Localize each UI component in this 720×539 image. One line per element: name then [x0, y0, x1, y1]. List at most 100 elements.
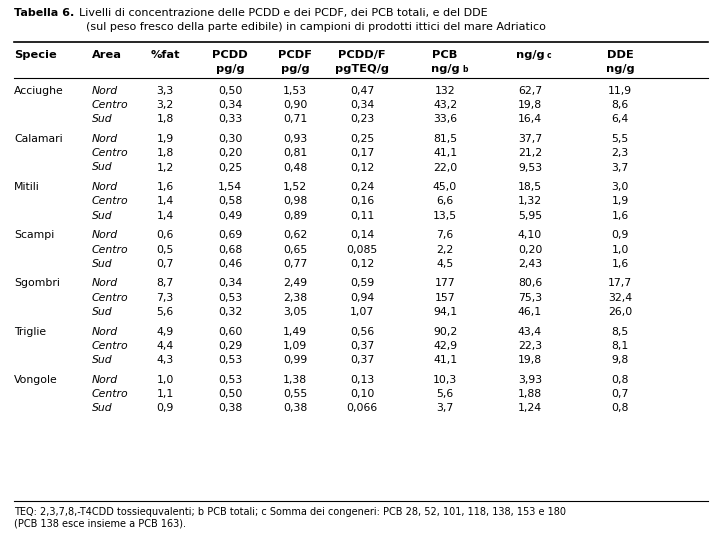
Text: 46,1: 46,1: [518, 307, 542, 317]
Text: Acciughe: Acciughe: [14, 86, 64, 96]
Text: pg/g: pg/g: [281, 64, 310, 74]
Text: 132: 132: [435, 86, 455, 96]
Text: 0,12: 0,12: [350, 162, 374, 172]
Text: 0,34: 0,34: [218, 279, 242, 288]
Text: 0,38: 0,38: [283, 403, 307, 413]
Text: 7,6: 7,6: [436, 230, 454, 240]
Text: Centro: Centro: [92, 196, 129, 206]
Text: PCDD/F: PCDD/F: [338, 50, 386, 60]
Text: 45,0: 45,0: [433, 182, 457, 192]
Text: Nord: Nord: [92, 375, 118, 385]
Text: 0,81: 0,81: [283, 148, 307, 158]
Text: 0,17: 0,17: [350, 148, 374, 158]
Text: 0,94: 0,94: [350, 293, 374, 302]
Text: 19,8: 19,8: [518, 355, 542, 365]
Text: pgTEQ/g: pgTEQ/g: [335, 64, 389, 74]
Text: 0,23: 0,23: [350, 114, 374, 125]
Text: 1,8: 1,8: [156, 114, 174, 125]
Text: 0,46: 0,46: [218, 259, 242, 269]
Text: 1,9: 1,9: [611, 196, 629, 206]
Text: Centro: Centro: [92, 245, 129, 254]
Text: 8,6: 8,6: [611, 100, 629, 110]
Text: 6,6: 6,6: [436, 196, 454, 206]
Text: Specie: Specie: [14, 50, 57, 60]
Text: 0,10: 0,10: [350, 389, 374, 399]
Text: Nord: Nord: [92, 134, 118, 144]
Text: 0,53: 0,53: [218, 355, 242, 365]
Text: Tabella 6.: Tabella 6.: [14, 8, 74, 18]
Text: 1,53: 1,53: [283, 86, 307, 96]
Text: Scampi: Scampi: [14, 230, 54, 240]
Text: Centro: Centro: [92, 341, 129, 351]
Text: b: b: [462, 65, 467, 74]
Text: Centro: Centro: [92, 148, 129, 158]
Text: 1,6: 1,6: [611, 259, 629, 269]
Text: 18,5: 18,5: [518, 182, 542, 192]
Text: Nord: Nord: [92, 279, 118, 288]
Text: 157: 157: [435, 293, 455, 302]
Text: 0,25: 0,25: [350, 134, 374, 144]
Text: 0,34: 0,34: [350, 100, 374, 110]
Text: 43,2: 43,2: [433, 100, 457, 110]
Text: Nord: Nord: [92, 327, 118, 336]
Text: 1,4: 1,4: [156, 211, 174, 220]
Text: 0,50: 0,50: [218, 86, 242, 96]
Text: 13,5: 13,5: [433, 211, 457, 220]
Text: 0,99: 0,99: [283, 355, 307, 365]
Text: 1,1: 1,1: [156, 389, 174, 399]
Text: Sud: Sud: [92, 355, 112, 365]
Text: 11,9: 11,9: [608, 86, 632, 96]
Text: 6,4: 6,4: [611, 114, 629, 125]
Text: 4,3: 4,3: [156, 355, 174, 365]
Text: 2,49: 2,49: [283, 279, 307, 288]
Text: 37,7: 37,7: [518, 134, 542, 144]
Text: 1,54: 1,54: [218, 182, 242, 192]
Text: 2,43: 2,43: [518, 259, 542, 269]
Text: 1,9: 1,9: [156, 134, 174, 144]
Text: 0,20: 0,20: [218, 148, 242, 158]
Text: 1,6: 1,6: [611, 211, 629, 220]
Text: 3,93: 3,93: [518, 375, 542, 385]
Text: 5,6: 5,6: [156, 307, 174, 317]
Text: 4,4: 4,4: [156, 341, 174, 351]
Text: 41,1: 41,1: [433, 355, 457, 365]
Text: 9,53: 9,53: [518, 162, 542, 172]
Text: 21,2: 21,2: [518, 148, 542, 158]
Text: c: c: [547, 51, 552, 60]
Text: 1,32: 1,32: [518, 196, 542, 206]
Text: 90,2: 90,2: [433, 327, 457, 336]
Text: 0,49: 0,49: [218, 211, 242, 220]
Text: 1,0: 1,0: [611, 245, 629, 254]
Text: DDE: DDE: [607, 50, 634, 60]
Text: 3,2: 3,2: [156, 100, 174, 110]
Text: 5,95: 5,95: [518, 211, 542, 220]
Text: 0,48: 0,48: [283, 162, 307, 172]
Text: 0,9: 0,9: [611, 230, 629, 240]
Text: (sul peso fresco della parte edibile) in campioni di prodotti ittici del mare Ad: (sul peso fresco della parte edibile) in…: [86, 22, 546, 32]
Text: Triglie: Triglie: [14, 327, 46, 336]
Text: Sud: Sud: [92, 114, 112, 125]
Text: 2,38: 2,38: [283, 293, 307, 302]
Text: 1,09: 1,09: [283, 341, 307, 351]
Text: 0,56: 0,56: [350, 327, 374, 336]
Text: 1,6: 1,6: [156, 182, 174, 192]
Text: 1,4: 1,4: [156, 196, 174, 206]
Text: Sud: Sud: [92, 162, 112, 172]
Text: Sgombri: Sgombri: [14, 279, 60, 288]
Text: 0,38: 0,38: [218, 403, 242, 413]
Text: %fat: %fat: [150, 50, 180, 60]
Text: 0,7: 0,7: [156, 259, 174, 269]
Text: PCB: PCB: [432, 50, 458, 60]
Text: 94,1: 94,1: [433, 307, 457, 317]
Text: 62,7: 62,7: [518, 86, 542, 96]
Text: 0,29: 0,29: [218, 341, 242, 351]
Text: 0,30: 0,30: [218, 134, 242, 144]
Text: 4,9: 4,9: [156, 327, 174, 336]
Text: 3,3: 3,3: [156, 86, 174, 96]
Text: 0,6: 0,6: [156, 230, 174, 240]
Text: 1,38: 1,38: [283, 375, 307, 385]
Text: ng/g: ng/g: [516, 50, 544, 60]
Text: 42,9: 42,9: [433, 341, 457, 351]
Text: 0,68: 0,68: [218, 245, 242, 254]
Text: 0,69: 0,69: [218, 230, 242, 240]
